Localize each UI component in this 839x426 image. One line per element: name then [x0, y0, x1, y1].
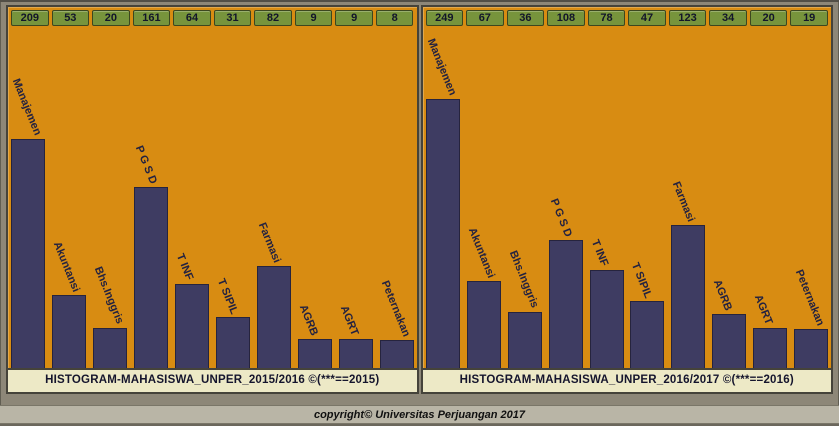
- value-badge-p-g-s-d: 108: [547, 10, 585, 26]
- bar-farmasi: [671, 225, 706, 368]
- bar-bhs-inggris: [507, 312, 542, 368]
- category-label-agrt: AGRT: [337, 304, 361, 338]
- category-label-agrb: AGRB: [296, 303, 320, 338]
- category-label-bhs-inggris: Bhs.Inggris: [506, 249, 541, 311]
- bar-farmasi: [256, 266, 291, 368]
- value-badge-t-sipil: 47: [628, 10, 666, 26]
- bar-p-g-s-d: [134, 187, 169, 368]
- bar-akuntansi: [52, 295, 87, 368]
- charts-row: 209 53 20 161 64 31 82 9 9 8 Manajemen Akuntansi Bh…: [0, 2, 839, 394]
- background-spacer: [0, 394, 839, 405]
- category-label-agrb: AGRB: [711, 278, 735, 313]
- category-label-manajemen: Manajemen: [10, 77, 44, 138]
- category-label-akuntansi: Akuntansi: [465, 225, 497, 280]
- value-badge-bhs-inggris: 20: [92, 10, 130, 26]
- value-badge-akuntansi: 53: [51, 10, 90, 26]
- bar-t-sipil: [215, 317, 250, 368]
- plot-area: Manajemen Akuntansi Bhs.Inggris P G S D T IN…: [8, 29, 417, 368]
- window-bottom-edge: [0, 424, 839, 426]
- bar-manajemen: [11, 139, 46, 368]
- value-badge-agrt: 20: [749, 10, 788, 26]
- value-badge-row: 209 53 20 161 64 31 82 9 9 8: [8, 7, 417, 29]
- histogram-panel-2016-2017: 249 67 36 108 78 47 123 34 20 19 Manajemen Akuntan…: [420, 5, 833, 394]
- category-label-p-g-s-d: P G S D: [547, 196, 574, 239]
- category-label-t-inf: T INF: [173, 252, 196, 283]
- copyright-text: copyright© Universitas Perjuangan 2017: [313, 409, 526, 421]
- category-label-farmasi: Farmasi: [255, 221, 283, 265]
- value-badge-peternakan: 8: [375, 10, 414, 26]
- bar-agrb: [297, 339, 332, 368]
- plot-area: Manajemen Akuntansi Bhs.Inggris P G S D T IN…: [423, 29, 832, 368]
- category-label-akuntansi: Akuntansi: [51, 239, 83, 294]
- category-label-agrt: AGRT: [752, 293, 775, 327]
- value-badge-farmasi: 82: [254, 10, 292, 26]
- value-badge-akuntansi: 67: [466, 10, 504, 26]
- value-badge-peternakan: 19: [790, 10, 828, 26]
- value-badge-t-inf: 64: [173, 10, 211, 26]
- bar-t-sipil: [630, 301, 665, 368]
- category-label-peternakan: Peternakan: [792, 268, 827, 328]
- category-label-bhs-inggris: Bhs.Inggris: [92, 265, 126, 327]
- category-label-peternakan: Peternakan: [378, 279, 412, 339]
- category-label-t-sipil: T SIPIL: [629, 260, 655, 300]
- bar-t-inf: [589, 270, 624, 368]
- category-label-t-sipil: T SIPIL: [214, 276, 240, 316]
- bar-t-inf: [175, 284, 210, 368]
- value-badge-bhs-inggris: 36: [506, 10, 545, 26]
- value-badge-p-g-s-d: 161: [132, 10, 171, 26]
- category-label-t-inf: T INF: [588, 238, 610, 269]
- category-label-farmasi: Farmasi: [670, 180, 698, 224]
- chart-caption: HISTOGRAM-MAHASISWA_UNPER_2016/2017 ©(**…: [422, 368, 831, 392]
- value-badge-agrb: 34: [709, 10, 747, 26]
- copyright-bar: copyright© Universitas Perjuangan 2017: [0, 405, 839, 424]
- value-badge-agrt: 9: [335, 10, 373, 26]
- value-badge-manajemen: 209: [11, 10, 49, 26]
- value-badge-manajemen: 249: [425, 10, 464, 26]
- window-top-edge: [0, 0, 839, 2]
- value-badge-agrb: 9: [294, 10, 333, 26]
- bar-peternakan: [794, 329, 829, 368]
- value-badge-farmasi: 123: [668, 10, 707, 26]
- bar-agrt: [338, 339, 373, 368]
- bar-peternakan: [379, 340, 414, 368]
- bar-agrb: [712, 314, 747, 368]
- value-badge-t-sipil: 31: [213, 10, 252, 26]
- value-badge-t-inf: 78: [587, 10, 626, 26]
- chart-caption: HISTOGRAM-MAHASISWA_UNPER_2015/2016 ©(**…: [8, 368, 417, 392]
- bar-manajemen: [425, 99, 460, 368]
- category-label-p-g-s-d: P G S D: [133, 143, 160, 186]
- bar-agrt: [753, 328, 788, 368]
- histogram-panel-2015-2016: 209 53 20 161 64 31 82 9 9 8 Manajemen Akuntansi Bh…: [6, 5, 419, 394]
- bar-akuntansi: [466, 281, 501, 368]
- value-badge-row: 249 67 36 108 78 47 123 34 20 19: [423, 7, 832, 29]
- bar-bhs-inggris: [93, 328, 128, 368]
- category-label-manajemen: Manajemen: [424, 37, 459, 98]
- bar-p-g-s-d: [548, 240, 583, 368]
